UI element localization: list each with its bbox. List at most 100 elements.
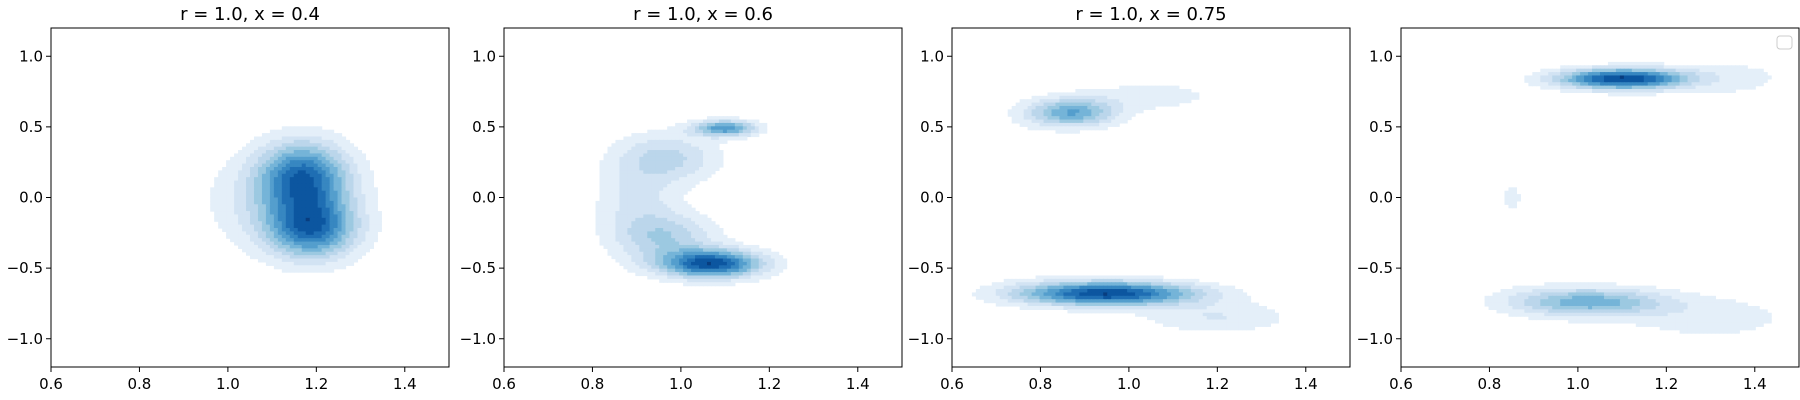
- density-cell: [321, 244, 327, 249]
- density-cell: [1162, 309, 1168, 314]
- density-cell: [671, 214, 676, 219]
- y-tick-label: 0.5: [920, 118, 944, 136]
- density-cell: [1560, 72, 1565, 77]
- density-cell: [250, 224, 255, 229]
- density-cell: [1039, 102, 1045, 107]
- density-cell: [1091, 282, 1096, 287]
- density-cell: [289, 133, 295, 138]
- density-cell: [726, 248, 732, 253]
- density-cell: [353, 160, 359, 165]
- density-cell: [1600, 299, 1605, 304]
- density-cell: [663, 255, 668, 260]
- density-cell: [639, 231, 644, 236]
- density-cell: [695, 234, 700, 239]
- density-cell: [615, 194, 621, 199]
- density-cell: [699, 265, 704, 270]
- density-cell: [1154, 289, 1160, 294]
- density-cell: [683, 211, 688, 216]
- density-cell: [675, 248, 680, 253]
- density-cell: [695, 278, 700, 283]
- density-cell: [647, 261, 652, 266]
- density-cell: [687, 238, 692, 243]
- density-cell: [1214, 316, 1220, 321]
- density-cell: [651, 248, 656, 253]
- density-cell: [1067, 289, 1072, 294]
- density-cell: [305, 129, 311, 134]
- density-cell: [1655, 65, 1661, 70]
- density-cell: [631, 146, 636, 151]
- density-cell: [273, 244, 279, 249]
- density-cell: [659, 150, 664, 155]
- density-cell: [1178, 316, 1184, 321]
- density-cell: [361, 241, 367, 246]
- density-cell: [627, 261, 632, 266]
- density-cell: [1560, 285, 1565, 290]
- density-cell: [1123, 85, 1128, 90]
- density-cell: [317, 221, 323, 226]
- density-cell: [1035, 275, 1041, 280]
- density-cell: [1655, 75, 1661, 80]
- density-cell: [281, 261, 287, 266]
- density-cell: [1039, 292, 1045, 297]
- density-cell: [706, 153, 712, 158]
- density-cell: [1512, 299, 1518, 304]
- density-cell: [627, 166, 632, 171]
- density-cell: [607, 204, 613, 209]
- density-cell: [667, 200, 672, 205]
- density-cell: [1147, 89, 1152, 94]
- density-cell: [1198, 292, 1204, 297]
- density-cell: [222, 214, 227, 219]
- density-cell: [1031, 95, 1037, 100]
- density-cell: [361, 214, 367, 219]
- density-cell: [1651, 61, 1657, 66]
- density-cell: [1552, 75, 1557, 80]
- density-cell: [1631, 92, 1637, 97]
- density-cell: [214, 194, 219, 199]
- density-cell: [627, 228, 632, 232]
- density-cell: [1111, 278, 1116, 283]
- density-cell: [651, 160, 656, 165]
- density-cell: [695, 133, 700, 138]
- density-cell: [1063, 119, 1069, 124]
- density-cell: [1075, 299, 1080, 304]
- density-cell: [1675, 75, 1681, 80]
- density-cell: [261, 183, 267, 188]
- density-cell: [1687, 65, 1693, 70]
- density-cell: [1111, 309, 1116, 314]
- density-cell: [595, 231, 601, 236]
- density-cell: [1051, 126, 1057, 131]
- density-cell: [1639, 89, 1645, 94]
- density-cell: [1154, 302, 1160, 307]
- density-cell: [726, 241, 732, 246]
- density-cell: [1039, 299, 1045, 304]
- density-cell: [1087, 92, 1092, 97]
- density-cell: [1548, 285, 1553, 290]
- density-cell: [703, 143, 708, 148]
- density-cell: [1552, 285, 1557, 290]
- density-cell: [329, 265, 335, 270]
- density-cell: [603, 221, 609, 226]
- density-cell: [1607, 61, 1613, 66]
- density-cell: [285, 156, 291, 161]
- density-cell: [1262, 305, 1268, 310]
- density-cell: [1186, 99, 1192, 104]
- density-cell: [1019, 112, 1025, 117]
- density-cell: [1520, 289, 1525, 294]
- density-cell: [659, 278, 664, 283]
- density-cell: [1647, 85, 1653, 90]
- density-cell: [1659, 78, 1665, 83]
- density-cell: [1123, 112, 1128, 117]
- density-cell: [1691, 89, 1697, 94]
- density-cell: [261, 204, 267, 209]
- density-cell: [253, 231, 259, 236]
- density-cell: [1623, 285, 1629, 290]
- density-cell: [623, 251, 628, 256]
- density-cell: [277, 133, 283, 138]
- density-cell: [1592, 285, 1597, 290]
- density-cell: [357, 207, 363, 212]
- density-cell: [1075, 109, 1080, 114]
- density-cell: [659, 272, 664, 277]
- density-cell: [663, 214, 668, 219]
- density-cell: [1043, 302, 1049, 307]
- density-cell: [1707, 78, 1713, 83]
